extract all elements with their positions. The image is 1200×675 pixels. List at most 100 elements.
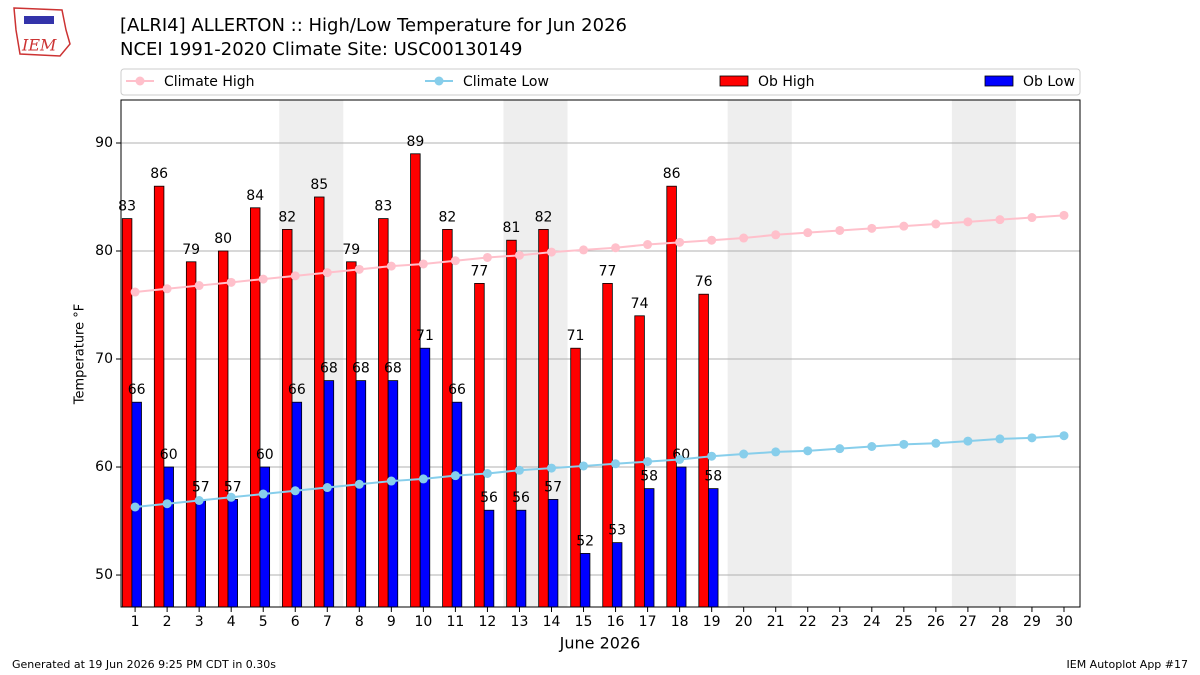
point (514, 465, 524, 475)
legend-box (120, 68, 1081, 96)
bar (217, 250, 229, 608)
weekend-band (727, 100, 792, 607)
bar (474, 283, 485, 608)
y-tick-label: 70 (95, 351, 113, 367)
data-label: 68 (352, 361, 370, 377)
point (803, 446, 813, 456)
x-tick-label: 14 (543, 614, 561, 630)
bar (121, 218, 133, 608)
point (226, 277, 236, 287)
point (803, 228, 813, 238)
bar (250, 207, 261, 608)
point (739, 233, 749, 243)
point (354, 264, 364, 274)
point (386, 261, 396, 271)
bar (579, 553, 591, 608)
y-tick-label: 90 (95, 135, 113, 151)
point (290, 271, 300, 281)
bar (314, 196, 325, 608)
point (1027, 433, 1037, 443)
bar (483, 509, 495, 608)
point (418, 259, 428, 269)
data-label: 58 (704, 469, 722, 485)
x-tick-label: 26 (927, 614, 945, 630)
point (194, 281, 204, 291)
data-label: 82 (535, 209, 553, 225)
x-tick-label: 29 (1023, 614, 1041, 630)
point (482, 468, 492, 478)
point (643, 457, 653, 467)
x-tick-label: 17 (639, 614, 657, 630)
bar (538, 228, 549, 608)
x-tick-label: 18 (671, 614, 689, 630)
bar (570, 347, 581, 608)
bar (547, 499, 559, 608)
bar (611, 542, 623, 608)
bar (666, 185, 677, 608)
plot-frame (120, 99, 1081, 608)
data-label: 82 (278, 209, 296, 225)
weekend-band (951, 100, 1016, 607)
bar (195, 499, 206, 608)
data-label: 79 (342, 242, 360, 258)
x-tick-label: 23 (831, 614, 849, 630)
point (867, 223, 877, 233)
legend-swatch (719, 75, 749, 87)
point (995, 215, 1005, 225)
footer-right: IEM Autoplot App #17 (1067, 658, 1189, 671)
data-label: 77 (599, 263, 617, 279)
point (995, 434, 1005, 444)
data-label: 53 (608, 523, 626, 539)
data-label: 83 (118, 199, 136, 215)
point (867, 441, 877, 451)
data-label: 57 (192, 479, 210, 495)
x-tick-label: 24 (863, 614, 881, 630)
x-tick-label: 2 (163, 614, 172, 630)
y-tick-label: 50 (95, 567, 113, 583)
x-tick-label: 21 (767, 614, 785, 630)
bar (378, 218, 389, 608)
x-tick-label: 4 (227, 614, 236, 630)
chart-title: [ALRI4] ALLERTON :: High/Low Temperature… (120, 15, 627, 36)
data-label: 89 (406, 134, 424, 150)
x-tick-label: 28 (991, 614, 1009, 630)
bar (153, 185, 165, 608)
x-tick-label: 11 (446, 614, 464, 630)
data-label: 84 (246, 188, 264, 204)
x-axis-label: June 2026 (559, 634, 641, 653)
point (675, 454, 685, 464)
data-label: 80 (214, 231, 232, 247)
point (162, 284, 172, 294)
x-tick-label: 16 (607, 614, 625, 630)
bar (708, 488, 719, 608)
x-tick-label: 8 (355, 614, 364, 630)
bar (185, 261, 197, 608)
point (194, 496, 204, 506)
bar (346, 261, 357, 608)
legend-label: Ob High (758, 74, 815, 90)
point (546, 463, 556, 473)
legend-label: Climate Low (463, 74, 549, 90)
data-label: 83 (374, 199, 392, 215)
x-tick-label: 22 (799, 614, 817, 630)
x-tick-label: 12 (479, 614, 497, 630)
data-label: 71 (416, 328, 434, 344)
x-tick-label: 10 (414, 614, 432, 630)
point (258, 489, 268, 499)
point (1027, 213, 1037, 223)
data-label: 68 (384, 361, 402, 377)
data-label: 60 (256, 447, 274, 463)
point (450, 256, 460, 266)
point (707, 235, 717, 245)
x-tick-label: 6 (291, 614, 300, 630)
data-label: 86 (663, 166, 681, 182)
bar (602, 283, 613, 608)
data-label: 82 (438, 209, 456, 225)
point (707, 451, 717, 461)
point (611, 243, 621, 253)
bar (676, 466, 687, 608)
x-tick-label: 13 (511, 614, 529, 630)
point (771, 230, 781, 240)
bar (355, 380, 367, 608)
